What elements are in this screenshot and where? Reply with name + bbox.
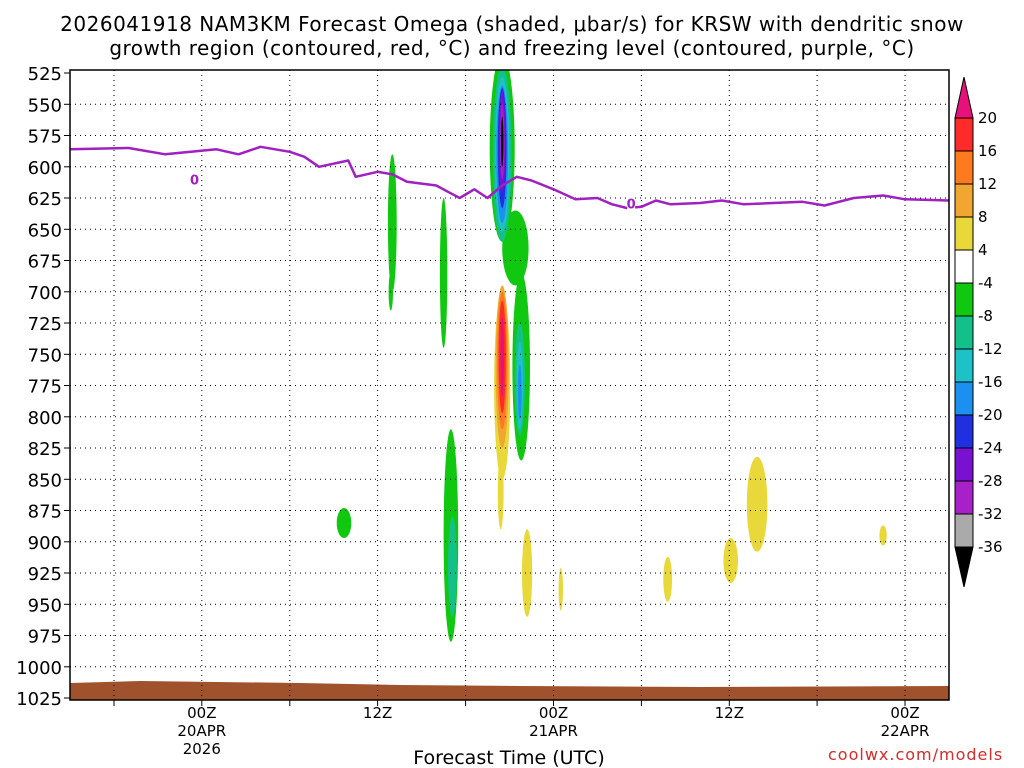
x-tick-label: 20APR (177, 722, 226, 740)
colorbar-segment (954, 150, 974, 185)
axes: 525 550 575 600 625 650 675 700 725 750 775 800 825 8… (16, 64, 929, 768)
y-tick-label: 875 (28, 502, 62, 523)
freezing-label-bg (627, 196, 636, 211)
y-tick-label: 700 (28, 283, 62, 304)
y-tick-label: 900 (28, 533, 62, 554)
x-tick-label: 2026 (183, 740, 221, 758)
colorbar-label: 20 (978, 109, 997, 127)
x-tick-label: 21APR (529, 722, 578, 740)
omega-area-9 (448, 516, 457, 617)
colorbar-segment (954, 249, 974, 284)
colorbar-label: 4 (978, 241, 988, 259)
colorbar: 20 16 12 8 4 -4 -8 -12 -16 -20 -24 -28 -32 -36 (954, 76, 1003, 588)
omega-area-23 (663, 556, 673, 602)
y-tick-label: 525 (28, 64, 62, 85)
freezing-level: 00 (70, 145, 949, 212)
x-axis-label: Forecast Time (UTC) (413, 747, 604, 768)
y-tick-label: 925 (28, 564, 62, 585)
colorbar-label: 16 (978, 142, 997, 160)
omega-area-0 (387, 154, 397, 292)
colorbar-label: -12 (978, 340, 1003, 358)
credit-text: coolwx.com/models (828, 745, 1004, 764)
y-tick-label: 750 (28, 345, 62, 366)
colorbar-label: -16 (978, 373, 1003, 391)
y-tick-label: 650 (28, 220, 62, 241)
y-tick-label: 550 (28, 95, 62, 116)
omega-area-22 (558, 568, 563, 611)
colorbar-segment (954, 348, 974, 383)
y-tick-label: 600 (28, 158, 62, 179)
colorbar-segment (954, 414, 974, 449)
x-tick-label: 22APR (881, 722, 930, 740)
x-tick-label: 00Z (890, 704, 919, 722)
x-tick-label: 12Z (363, 704, 392, 722)
y-tick-label: 1000 (16, 658, 62, 679)
colorbar-segment (954, 315, 974, 350)
omega-area-7 (336, 508, 352, 538)
freezing-label-bg (190, 172, 199, 187)
colorbar-label: -36 (978, 538, 1003, 556)
colorbar-segment (954, 117, 974, 152)
omega-area-26 (879, 525, 887, 546)
colorbar-label: -20 (978, 406, 1003, 424)
omega-area-25 (746, 456, 768, 552)
colorbar-segment (954, 216, 974, 251)
omega-area-13 (517, 364, 522, 420)
colorbar-segment (954, 183, 974, 218)
colorbar-label: 12 (978, 175, 997, 193)
y-tick-label: 1025 (16, 689, 62, 710)
omega-area-5 (502, 210, 529, 286)
omega-area-24 (723, 538, 738, 583)
colorbar-label: -24 (978, 439, 1003, 457)
colorbar-segment (954, 447, 974, 482)
y-tick-label: 800 (28, 408, 62, 429)
y-tick-label: 975 (28, 627, 62, 648)
colorbar-label: -8 (978, 307, 993, 325)
y-tick-label: 950 (28, 595, 62, 616)
y-tick-label: 575 (28, 127, 62, 148)
omega-area-30 (500, 316, 505, 397)
freezing-level-line (70, 145, 949, 210)
chart-subtitle: growth region (contoured, red, °C) and f… (109, 36, 915, 60)
grid (70, 70, 949, 700)
colorbar-label: -28 (978, 472, 1003, 490)
colorbar-segment (954, 513, 974, 548)
y-tick-label: 775 (28, 377, 62, 398)
colorbar-segment (954, 76, 974, 119)
colorbar-segment (954, 546, 974, 588)
y-tick-label: 850 (28, 470, 62, 491)
y-tick-label: 625 (28, 189, 62, 210)
y-tick-label: 675 (28, 252, 62, 273)
omega-area-2 (439, 198, 448, 348)
omega-area-21 (522, 529, 533, 617)
omega-area-18 (501, 116, 504, 167)
x-tick-label: 12Z (715, 704, 744, 722)
colorbar-label: 8 (978, 208, 988, 226)
freezing-label: 0 (190, 174, 199, 189)
colorbar-label: -32 (978, 505, 1003, 523)
freezing-label: 0 (627, 197, 636, 212)
omega-shading (336, 70, 887, 642)
y-tick-label: 825 (28, 439, 62, 460)
colorbar-segment (954, 381, 974, 416)
y-tick-label: 725 (28, 314, 62, 335)
colorbar-segment (954, 282, 974, 317)
chart-title: 2026041918 NAM3KM Forecast Omega (shaded… (60, 12, 964, 36)
x-tick-label: 00Z (187, 704, 216, 722)
colorbar-label: -4 (978, 274, 993, 292)
colorbar-segment (954, 480, 974, 515)
omega-area-20 (497, 454, 504, 530)
x-tick-label: 00Z (539, 704, 568, 722)
